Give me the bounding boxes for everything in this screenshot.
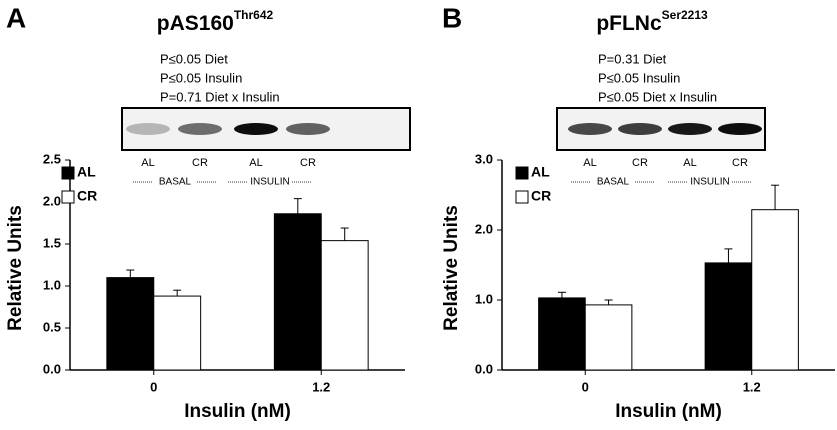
lane-label: CR — [732, 157, 748, 169]
lane-label: AL — [141, 157, 154, 169]
chart-title: pAS160Thr642 — [157, 8, 274, 34]
lane-label: CR — [300, 157, 316, 169]
lane-label: AL — [249, 157, 262, 169]
legend-swatch — [515, 166, 529, 180]
annotation: P≤0.05 Insulin — [598, 70, 680, 85]
bar — [153, 295, 202, 371]
panel-letter: A — [6, 2, 26, 33]
y-tick-label: 0.0 — [43, 361, 61, 376]
title-sup: Thr642 — [234, 8, 274, 22]
legend-swatch — [515, 190, 529, 204]
blot-band — [668, 123, 712, 135]
lane-label: CR — [192, 157, 208, 169]
group-label: BASAL — [159, 177, 192, 188]
group-label: INSULIN — [250, 177, 289, 188]
x-tick-label: 1.2 — [312, 379, 330, 394]
legend-label: CR — [77, 188, 97, 204]
bar — [273, 213, 322, 371]
chart-title: pFLNcSer2213 — [596, 8, 708, 34]
annotation: P=0.71 Diet x Insulin — [160, 89, 280, 104]
y-tick-label: 2.0 — [475, 221, 493, 236]
bar — [320, 240, 369, 371]
bar — [704, 262, 753, 371]
title-main: pAS160 — [157, 12, 234, 35]
legend-label: AL — [531, 164, 550, 180]
lane-label: AL — [683, 157, 696, 169]
annotation: P≤0.05 Diet — [160, 51, 228, 66]
bar — [538, 297, 586, 371]
y-tick-label: 2.0 — [43, 193, 61, 208]
x-axis-label: Insulin (nM) — [184, 401, 291, 422]
blot-band — [568, 123, 612, 135]
y-tick-label: 0.0 — [475, 361, 493, 376]
x-tick-label: 1.2 — [743, 379, 761, 394]
blot-band — [286, 123, 330, 135]
x-tick-label: 0 — [582, 379, 589, 394]
annotation: P≤0.05 Diet x Insulin — [598, 89, 717, 104]
lane-label: CR — [632, 157, 648, 169]
bar — [751, 209, 799, 371]
title-main: pFLNc — [596, 12, 662, 35]
group-label: BASAL — [597, 177, 630, 188]
y-tick-label: 0.5 — [43, 319, 61, 334]
blot-band — [234, 123, 278, 135]
x-axis-label: Insulin (nM) — [615, 401, 722, 422]
lane-label: AL — [583, 157, 596, 169]
legend-label: AL — [77, 164, 96, 180]
y-tick-label: 1.0 — [475, 291, 493, 306]
annotation: P≤0.05 Insulin — [160, 70, 242, 85]
title-sup: Ser2213 — [662, 8, 708, 22]
y-tick-label: 1.0 — [43, 277, 61, 292]
x-tick-label: 0 — [150, 379, 157, 394]
bar — [584, 304, 633, 371]
legend-swatch — [61, 166, 75, 180]
bar — [106, 277, 155, 371]
annotation: P=0.31 Diet — [598, 51, 667, 66]
y-tick-label: 1.5 — [43, 235, 61, 250]
legend-label: CR — [531, 188, 551, 204]
blot-band — [126, 123, 170, 135]
blot-band — [618, 123, 662, 135]
legend-swatch — [61, 190, 75, 204]
panel-letter: B — [442, 2, 462, 33]
blot-band — [178, 123, 222, 135]
y-axis-label: Relative Units — [441, 205, 462, 331]
y-tick-label: 2.5 — [43, 151, 61, 166]
y-tick-label: 3.0 — [475, 151, 493, 166]
blot-band — [718, 123, 762, 135]
y-axis-label: Relative Units — [5, 205, 26, 331]
group-label: INSULIN — [690, 177, 729, 188]
